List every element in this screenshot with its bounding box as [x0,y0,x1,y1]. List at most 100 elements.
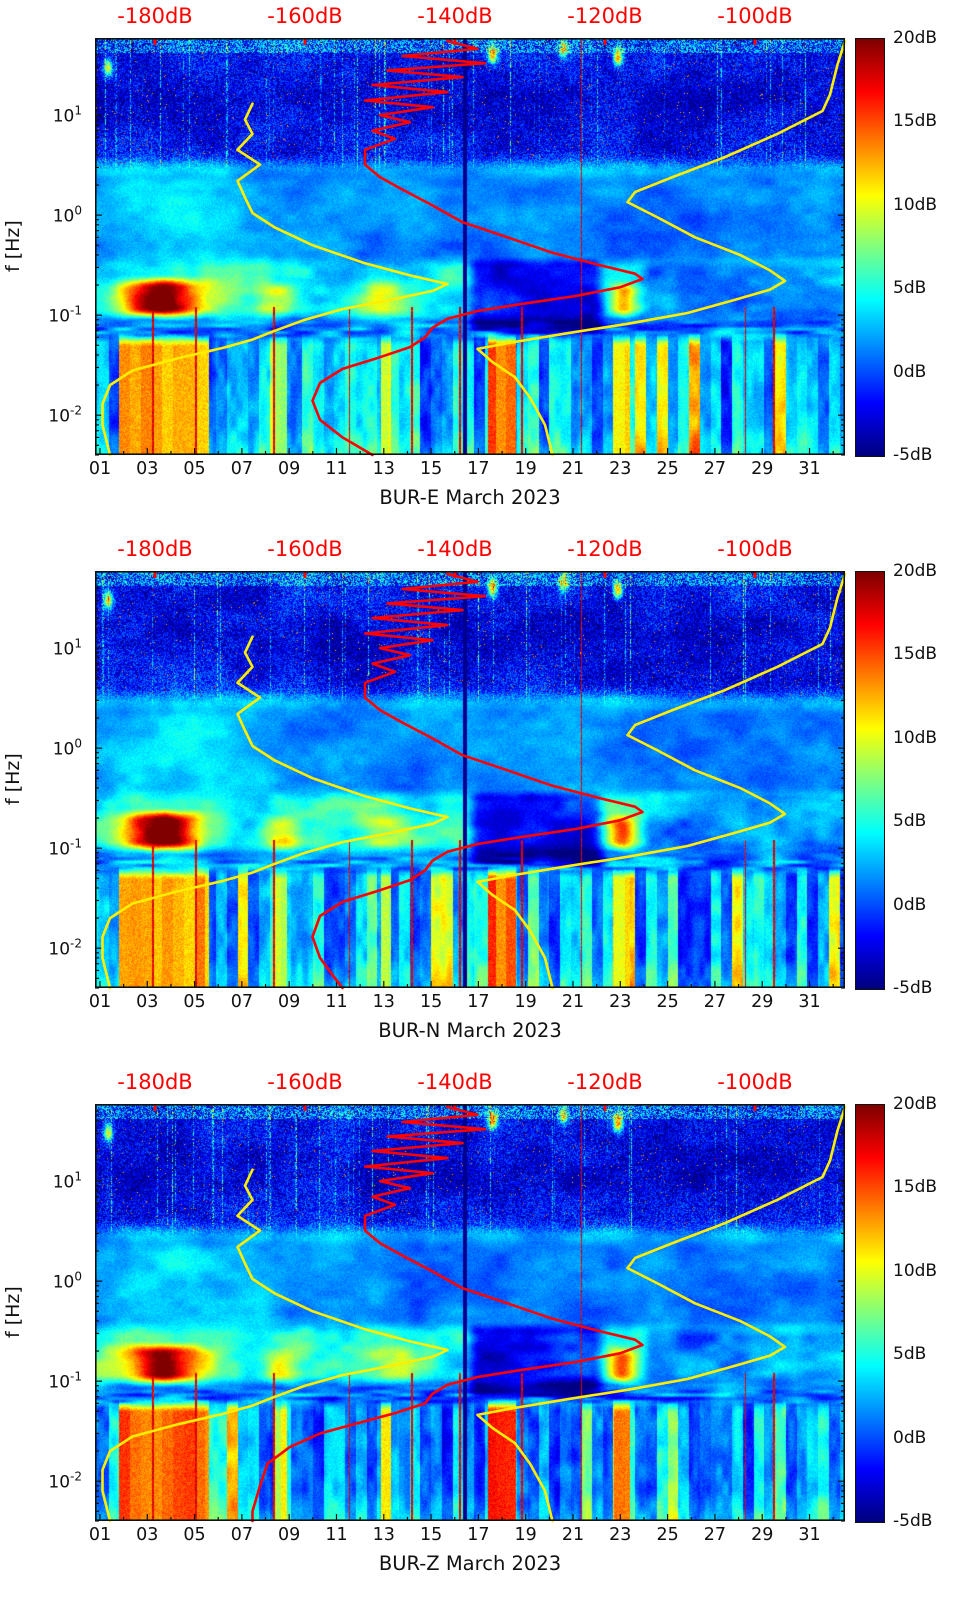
colorbar-tick-label: 15dB [893,1177,938,1198]
x-tick-label: 27 [703,992,727,1012]
colorbar-tick-label: 5dB [893,1344,927,1365]
x-tick-label: 11 [325,1525,348,1545]
x-tick-label: 13 [372,1525,395,1545]
x-tick-label: 25 [656,992,679,1012]
y-tick-label: 101 [52,103,82,127]
x-tick-labels: 01 03 05 07 09 11 13 15 17 19 21 23 25 27 29 31 [89,459,845,481]
y-tick-label: 10-2 [48,936,82,960]
colorbar-tick-label: 10dB [893,1260,938,1281]
colorbar: 20dB 15dB 10dB 5dB 0dB -5dB [855,28,962,465]
y-tick-label: 10-1 [48,303,82,327]
x-tick-label: 09 [278,1525,301,1545]
x-tick-label: 25 [656,459,679,479]
panel-title: BUR-Z March 2023 [378,1552,562,1575]
colorbar-tick-label: 0dB [893,894,927,915]
percentile-low-curve [101,635,449,990]
x-tick-label: 13 [372,992,395,1012]
x-tick-label: 17 [467,992,490,1012]
median-psd-curve [311,572,644,990]
top-db-tick-label: -100dB [717,1070,793,1094]
top-db-tick-label: -120dB [567,1070,643,1094]
plot-frame [95,571,846,988]
median-psd-curve [251,1105,644,1523]
top-db-tick-label: -160dB [267,537,343,561]
colorbar-tick-label: 15dB [893,111,938,132]
x-tick-label: 01 [88,992,112,1012]
plot-area [95,38,847,457]
top-db-tick-label: -120dB [567,537,643,561]
percentile-low-curve [101,1168,449,1523]
colorbar-tick-label: 15dB [893,644,938,665]
colorbar-tick-label: 10dB [893,194,938,215]
colorbar-tick-label: 0dB [893,1427,927,1448]
x-tick-label: 07 [230,459,254,479]
overlay-curves [95,38,847,457]
x-tick-label: 23 [609,992,632,1012]
plot-area [95,571,847,990]
spectrogram-panel-bur-n: -180dB -160dB -140dB -120dB -100dB f [Hz] 10… [0,533,962,1066]
x-tick-label: 05 [183,459,206,479]
x-tick-label: 19 [514,1525,537,1545]
colorbar-gradient [855,1104,885,1523]
top-db-axis: -180dB -160dB -140dB -120dB -100dB [95,1070,845,1100]
spectrogram-panel-bur-z: -180dB -160dB -140dB -120dB -100dB f [Hz] 10… [0,1066,962,1599]
plot-frame [95,1104,846,1521]
y-tick-label: 100 [52,1269,82,1293]
top-db-tick-label: -160dB [267,1070,343,1094]
overlay-curves [95,571,847,990]
top-db-axis: -180dB -160dB -140dB -120dB -100dB [95,537,845,567]
colorbar-tick-label: 20dB [893,28,938,48]
axis-ticks [95,1110,845,1522]
colorbar-tick-labels: 20dB 15dB 10dB 5dB 0dB -5dB [893,28,961,465]
y-tick-label: 10-1 [48,1369,82,1393]
y-tick-label: 101 [52,636,82,660]
axis-ticks [95,44,845,456]
colorbar-tick-label: 20dB [893,561,938,581]
y-tick-labels: 101 100 10-1 10-2 [0,38,88,455]
top-db-tick-label: -100dB [717,4,793,28]
top-db-tick-label: -140dB [417,1070,493,1094]
x-tick-label: 11 [325,992,348,1012]
colorbar-tick-label: -5dB [893,978,933,998]
top-db-tick-label: -180dB [117,1070,193,1094]
colorbar-tick-labels: 20dB 15dB 10dB 5dB 0dB -5dB [893,561,961,998]
colorbar-tick-label: 5dB [893,278,927,299]
plot-area [95,1104,847,1523]
colorbar-gradient [855,571,885,990]
x-tick-label: 15 [419,459,443,479]
percentile-high-curve [476,1105,847,1523]
x-tick-label: 03 [136,1525,159,1545]
x-tick-label: 29 [751,459,774,479]
x-tick-label: 01 [88,459,112,479]
plot-frame [95,38,846,455]
x-tick-label: 27 [703,459,727,479]
x-tick-label: 17 [467,459,490,479]
x-tick-label: 17 [467,1525,490,1545]
x-tick-labels: 01 03 05 07 09 11 13 15 17 19 21 23 25 27 29 31 [89,992,845,1014]
x-tick-label: 31 [798,1525,821,1545]
panel-title: BUR-N March 2023 [378,1019,562,1042]
x-tick-label: 15 [419,1525,443,1545]
x-tick-label: 29 [751,1525,774,1545]
median-psd-curve [311,39,644,457]
x-tick-label: 23 [609,1525,632,1545]
x-tick-label: 23 [609,459,632,479]
axis-ticks [95,577,845,989]
y-tick-label: 100 [52,203,82,227]
x-tick-label: 03 [136,992,159,1012]
x-tick-label: 21 [561,992,585,1012]
x-tick-label: 13 [372,459,395,479]
x-tick-label: 07 [230,1525,254,1545]
x-tick-label: 27 [703,1525,727,1545]
colorbar-tick-label: -5dB [893,1511,933,1531]
percentile-high-curve [476,572,847,990]
y-tick-label: 10-1 [48,836,82,860]
x-tick-label: 21 [561,1525,585,1545]
x-tick-label: 03 [136,459,159,479]
x-tick-labels: 01 03 05 07 09 11 13 15 17 19 21 23 25 27 29 31 [89,1525,845,1547]
y-tick-label: 101 [52,1169,82,1193]
x-tick-label: 09 [278,992,301,1012]
colorbar-gradient [855,38,885,457]
y-tick-label: 10-2 [48,1469,82,1493]
overlay-curves [95,1104,847,1523]
